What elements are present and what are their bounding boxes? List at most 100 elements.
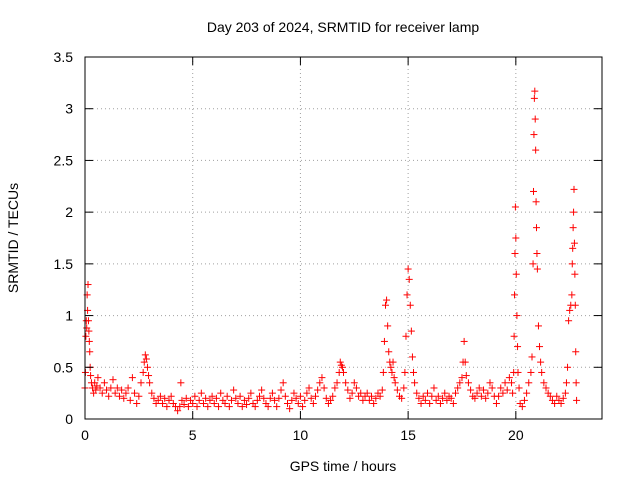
data-point <box>413 389 421 397</box>
data-point <box>202 394 210 402</box>
data-point <box>305 384 313 392</box>
data-point <box>243 401 251 409</box>
y-tick-label: 0 <box>65 411 73 427</box>
data-point <box>464 379 472 387</box>
data-point <box>311 392 319 400</box>
data-point <box>180 401 188 409</box>
data-point <box>342 379 350 387</box>
data-point <box>406 301 414 309</box>
data-point <box>533 265 541 273</box>
data-point <box>401 368 409 376</box>
data-point <box>518 403 526 411</box>
data-point <box>288 396 296 404</box>
data-point <box>532 198 540 206</box>
data-point <box>87 372 95 380</box>
data-point <box>197 389 205 397</box>
data-point <box>322 394 330 402</box>
data-point <box>122 389 130 397</box>
data-point <box>264 403 272 411</box>
y-tick-label: 2 <box>65 204 73 220</box>
data-point <box>165 396 173 404</box>
data-point <box>456 379 464 387</box>
data-point <box>150 394 158 402</box>
data-point <box>389 358 397 366</box>
data-point <box>212 394 220 402</box>
data-point <box>495 392 503 400</box>
data-point <box>143 363 151 371</box>
data-point <box>460 337 468 345</box>
data-point <box>98 389 106 397</box>
data-point <box>572 379 580 387</box>
data-point <box>508 379 516 387</box>
data-point <box>421 396 429 404</box>
data-point <box>189 399 197 407</box>
data-point <box>307 394 315 402</box>
data-point <box>336 358 344 366</box>
data-point <box>532 146 540 154</box>
x-tick-label: 20 <box>508 427 524 443</box>
data-point <box>513 312 521 320</box>
data-point <box>380 337 388 345</box>
data-point <box>124 384 132 392</box>
data-point <box>210 399 218 407</box>
data-point <box>411 379 419 387</box>
data-point <box>100 379 108 387</box>
data-point <box>275 394 283 402</box>
data-point <box>346 394 354 402</box>
data-point <box>561 389 569 397</box>
data-point <box>103 386 111 394</box>
data-point <box>105 392 113 400</box>
data-point <box>84 281 92 289</box>
data-point <box>286 405 294 413</box>
data-point <box>236 392 244 400</box>
data-point <box>290 389 298 397</box>
data-point <box>251 403 259 411</box>
data-point <box>499 389 507 397</box>
data-point <box>126 396 134 404</box>
data-point <box>148 389 156 397</box>
data-point <box>426 399 434 407</box>
data-point <box>232 394 240 402</box>
data-point <box>176 403 184 411</box>
data-point <box>533 224 541 232</box>
data-point <box>245 394 253 402</box>
data-point <box>365 396 373 404</box>
data-point <box>340 368 347 376</box>
data-point <box>86 348 94 356</box>
data-point <box>279 379 287 387</box>
plot-area-border <box>84 56 603 420</box>
data-point <box>271 396 279 404</box>
data-point <box>486 379 494 387</box>
data-point <box>551 399 559 407</box>
data-point <box>348 389 356 397</box>
data-point <box>531 115 539 123</box>
data-point <box>441 389 449 397</box>
data-point <box>333 379 341 387</box>
data-point <box>447 394 455 402</box>
data-point <box>568 291 576 299</box>
y-tick-label: 0.5 <box>54 359 74 375</box>
data-point <box>480 386 488 394</box>
data-point <box>471 394 479 402</box>
x-axis-label: GPS time / hours <box>290 458 397 474</box>
data-point <box>294 399 302 407</box>
data-point <box>182 394 190 402</box>
data-point <box>511 203 519 211</box>
data-point <box>475 384 483 392</box>
data-point <box>281 392 289 400</box>
data-point <box>383 296 391 304</box>
data-point <box>184 403 192 411</box>
data-point <box>511 250 519 258</box>
data-point <box>546 392 554 400</box>
data-point <box>527 368 535 376</box>
data-point <box>505 374 513 382</box>
x-tick-label: 5 <box>189 427 197 443</box>
data-point <box>258 386 266 394</box>
data-point <box>530 131 538 139</box>
data-point <box>523 389 531 397</box>
data-point <box>238 403 246 411</box>
data-point <box>404 265 412 273</box>
data-point <box>436 399 444 407</box>
data-point <box>565 317 573 325</box>
